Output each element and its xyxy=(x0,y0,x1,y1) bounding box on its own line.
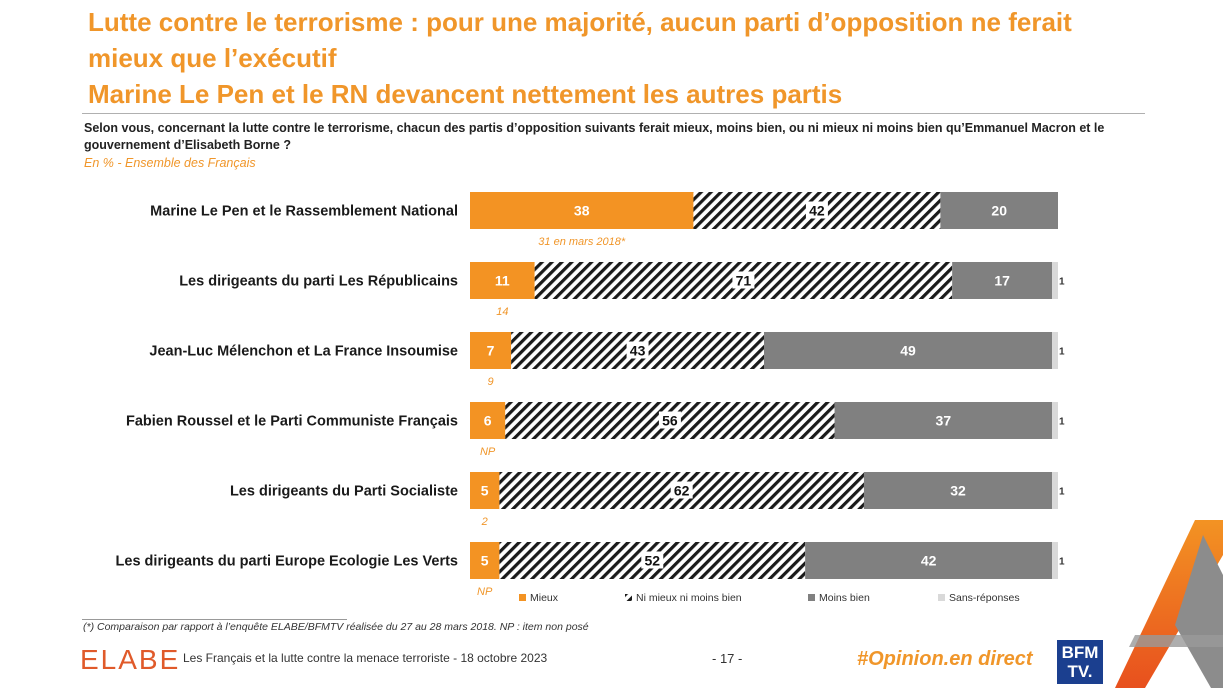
data-label-bg xyxy=(732,271,755,289)
page-number: - 17 - xyxy=(712,651,743,666)
bar-segment xyxy=(805,542,1053,579)
legend-swatch xyxy=(519,594,526,601)
bar-segment xyxy=(952,262,1053,299)
data-label-bg xyxy=(670,481,693,499)
data-label-bg xyxy=(626,341,649,359)
survey-basis: En % - Ensemble des Français xyxy=(84,156,256,170)
slide-title: Lutte contre le terrorisme : pour une ma… xyxy=(88,4,1168,112)
bar-segment xyxy=(470,192,694,229)
data-label: 17 xyxy=(994,273,1010,289)
bfmtv-logo-line-1: BFM xyxy=(1061,643,1099,662)
bar-segment xyxy=(1052,262,1058,299)
legend-label: Ni mieux ni moins bien xyxy=(636,592,742,604)
legend-label: Moins bien xyxy=(819,592,870,604)
data-label: 56 xyxy=(662,413,678,429)
data-label: 1 xyxy=(1059,347,1065,358)
comparison-note: 2 xyxy=(481,516,488,528)
bar-segment xyxy=(834,402,1053,439)
data-label: 37 xyxy=(936,413,952,429)
stacked-bar-chart: Marine Le Pen et le Rassemblement Nation… xyxy=(116,192,1065,604)
bar-segment xyxy=(1052,542,1058,579)
data-label: 1 xyxy=(1059,417,1065,428)
decorative-triangle-graphic xyxy=(1115,520,1223,688)
data-label: 52 xyxy=(644,553,660,569)
category-label: Marine Le Pen et le Rassemblement Nation… xyxy=(150,204,458,220)
data-label: 5 xyxy=(481,483,489,499)
data-label: 1 xyxy=(1059,557,1065,568)
bar-segment xyxy=(764,332,1053,369)
bar-segment xyxy=(470,402,506,439)
comparison-note: 31 en mars 2018* xyxy=(538,236,626,248)
legend-swatch xyxy=(625,594,632,601)
bar-segment xyxy=(1052,332,1058,369)
bar-segment xyxy=(470,262,535,299)
title-line-1: Lutte contre le terrorisme : pour une ma… xyxy=(88,7,1072,37)
bar-segment xyxy=(863,472,1053,509)
footnote: (*) Comparaison par rapport à l’enquête … xyxy=(83,621,589,633)
category-label: Les dirigeants du parti Europe Ecologie … xyxy=(116,554,458,570)
data-label: 38 xyxy=(574,203,590,219)
hashtag: #Opinion.en direct xyxy=(857,648,1033,670)
footer-text: Les Français et la lutte contre la menac… xyxy=(183,651,548,665)
legend-label: Sans-réponses xyxy=(949,592,1020,604)
bfmtv-logo-line-2: TV. xyxy=(1067,662,1093,681)
data-label: 11 xyxy=(495,273,510,289)
category-label: Les dirigeants du parti Les Républicains xyxy=(179,274,458,290)
category-label: Les dirigeants du Parti Socialiste xyxy=(230,484,458,500)
title-line-2: mieux que l’exécutif xyxy=(88,43,337,73)
bfmtv-logo: BFM TV. xyxy=(1057,640,1103,684)
data-label: 7 xyxy=(487,343,495,359)
data-label-bg xyxy=(641,551,664,569)
data-label-bg xyxy=(805,201,828,219)
data-label: 32 xyxy=(950,483,966,499)
bar-segment xyxy=(470,472,500,509)
bar-segment xyxy=(940,192,1058,229)
category-label: Fabien Roussel et le Parti Communiste Fr… xyxy=(126,414,458,430)
survey-question: Selon vous, concernant la lutte contre l… xyxy=(84,121,1105,152)
title-divider xyxy=(82,113,1145,114)
data-label: 6 xyxy=(484,413,492,429)
data-label: 1 xyxy=(1059,277,1065,288)
data-label: 71 xyxy=(736,273,752,289)
data-label: 5 xyxy=(481,553,489,569)
data-label: 20 xyxy=(991,203,1007,219)
bar-segment xyxy=(1052,402,1058,439)
bar-segment xyxy=(470,542,500,579)
data-label: 49 xyxy=(900,343,916,359)
comparison-note: 9 xyxy=(488,376,494,388)
comparison-note: NP xyxy=(480,446,496,458)
legend-label: Mieux xyxy=(530,592,559,604)
bar-segment xyxy=(1052,472,1058,509)
data-label: 62 xyxy=(674,483,690,499)
legend-swatch xyxy=(808,594,815,601)
data-label-bg xyxy=(658,411,681,429)
data-label: 43 xyxy=(630,343,646,359)
elabe-logo: ELABE xyxy=(80,644,181,675)
data-label: 1 xyxy=(1059,487,1065,498)
comparison-note: NP xyxy=(477,586,493,598)
category-label: Jean-Luc Mélenchon et La France Insoumis… xyxy=(149,344,458,360)
footnote-divider xyxy=(82,619,347,620)
title-line-3: Marine Le Pen et le RN devancent netteme… xyxy=(88,79,843,109)
comparison-note: 14 xyxy=(496,306,508,318)
legend-swatch xyxy=(938,594,945,601)
data-label: 42 xyxy=(921,553,937,569)
data-label: 42 xyxy=(809,203,825,219)
bar-segment xyxy=(470,332,512,369)
